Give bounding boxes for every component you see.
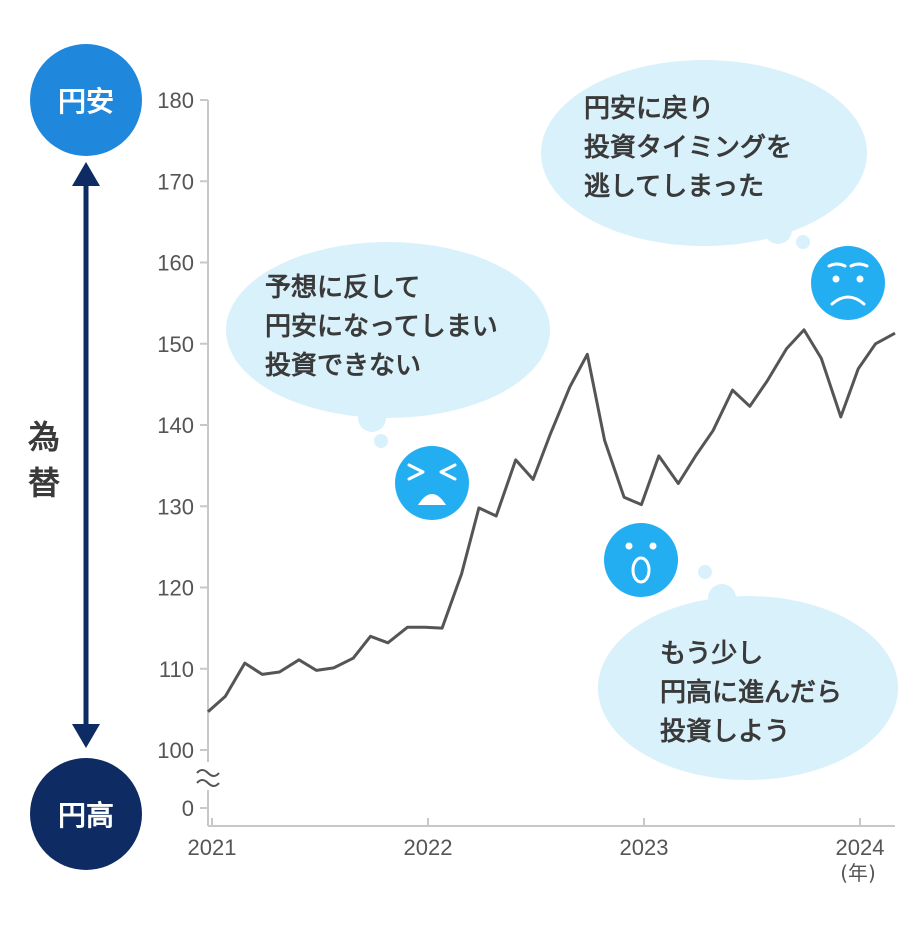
speech-bubble-missed: 円安に戻り 投資タイミングを 逃してしまった	[541, 60, 867, 249]
y-tick-label: 120	[157, 576, 194, 601]
yen-weak-label: 円安	[58, 85, 114, 118]
bubble-tail-small	[698, 565, 712, 579]
yen-strong-label: 円高	[58, 799, 114, 832]
axis-break-icon	[197, 770, 219, 786]
x-tick-label: 2024	[836, 835, 885, 860]
bubble-tail-large	[708, 584, 736, 612]
y-tick-label: 110	[159, 657, 194, 682]
y-tick-label: 100	[157, 738, 194, 763]
arrow-down-icon	[72, 724, 100, 748]
sad-face-icon	[811, 246, 885, 320]
bubble-tail-small	[374, 434, 388, 448]
y-tick-label: 150	[157, 332, 194, 357]
bubble-line: 投資タイミングを	[584, 133, 792, 163]
y-tick-label: 130	[157, 494, 194, 519]
y-tick-label: 170	[157, 169, 194, 194]
axis-title-line1: 為	[28, 418, 60, 456]
y-tick-label: 0	[182, 796, 194, 821]
speech-bubble-regret: 予想に反して 円安になってしまい 投資できない	[226, 242, 550, 448]
frustrated-face-icon	[395, 446, 469, 520]
bubble-line: 逃してしまった	[584, 172, 764, 202]
y-tick-label: 180	[157, 88, 194, 113]
y-ticks: 0 100 110 120 130 140 150 160 170 180	[157, 88, 208, 821]
bubble-tail-small	[796, 235, 810, 249]
bubble-tail-large	[358, 404, 386, 432]
bubble-line: 予想に反して	[265, 273, 420, 303]
bubble-line: 投資しよう	[660, 717, 790, 747]
speech-bubble-wait: もう少し 円高に進んだら 投資しよう	[598, 565, 898, 780]
bubble-line: 円高に進んだら	[660, 677, 842, 708]
x-tick-label: 2022	[404, 835, 453, 860]
x-tick-label: 2021	[188, 835, 237, 860]
x-tick-label: 2023	[620, 835, 669, 860]
bubble-line: 投資できない	[265, 351, 421, 381]
x-unit-label: (年)	[840, 861, 876, 885]
y-tick-label: 140	[157, 413, 194, 438]
bubble-line: もう少し	[660, 639, 763, 669]
x-ticks: 2021 2022 2023 2024	[188, 818, 885, 860]
bubble-line: 円安に戻り	[584, 94, 714, 124]
bubble-tail-large	[764, 216, 792, 244]
bubble-line: 円安になってしまい	[265, 312, 498, 342]
arrow-up-icon	[72, 162, 100, 186]
surprised-face-icon	[604, 523, 678, 597]
side-axis: 円安 円高 為 替	[28, 44, 142, 870]
y-tick-label: 160	[157, 251, 194, 276]
axis-title-line2: 替	[28, 464, 60, 502]
